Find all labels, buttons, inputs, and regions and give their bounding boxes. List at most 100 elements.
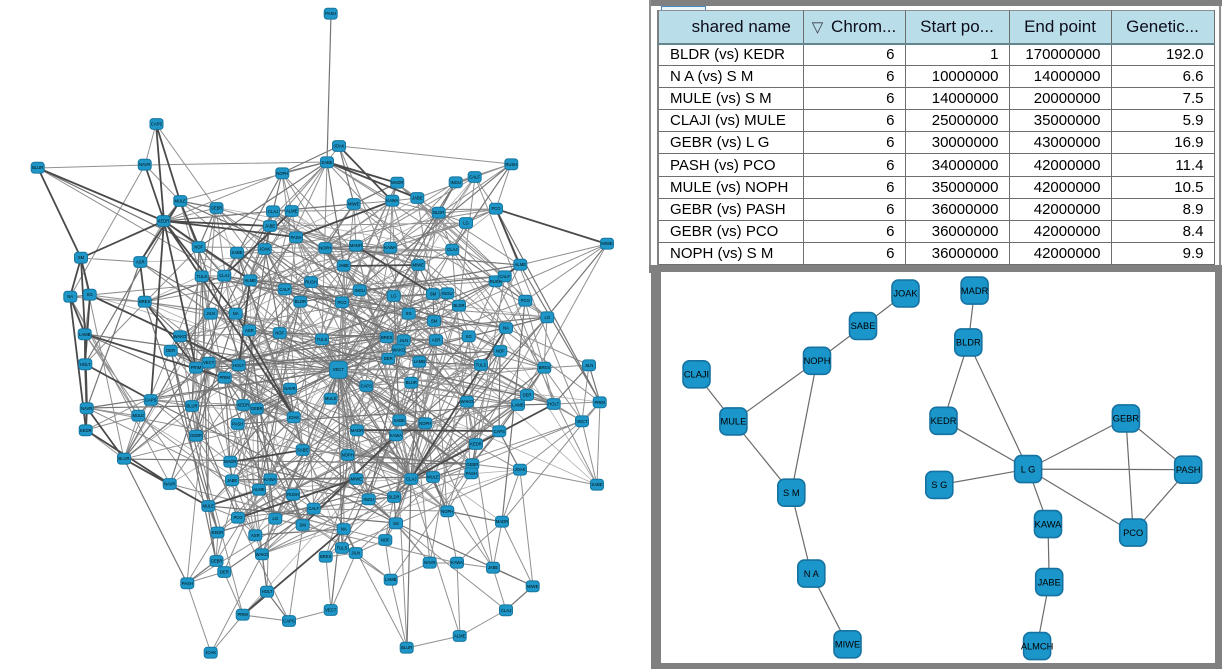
svg-text:VECT: VECT (203, 360, 215, 365)
svg-text:KAWA: KAWA (390, 433, 402, 438)
svg-text:PASH: PASH (232, 422, 243, 427)
svg-text:LAMB: LAMB (79, 332, 91, 337)
svg-text:MIWE: MIWE (527, 584, 539, 589)
svg-text:SM: SM (431, 319, 438, 324)
svg-text:ALME: ALME (245, 278, 257, 283)
svg-text:JABE: JABE (1038, 577, 1061, 587)
svg-text:JOAK: JOAK (893, 289, 918, 299)
svg-text:JABE: JABE (412, 196, 423, 201)
svg-text:SABE: SABE (297, 448, 308, 453)
svg-text:ASR: ASR (136, 260, 145, 265)
svg-text:DER: DER (166, 348, 175, 353)
svg-text:N A: N A (804, 569, 820, 579)
svg-text:MADR: MADR (496, 519, 508, 524)
svg-text:NAVR: NAVR (164, 482, 175, 487)
svg-text:JILN: JILN (351, 551, 360, 556)
svg-text:BRES: BRES (320, 554, 332, 559)
svg-text:TULS: TULS (476, 363, 487, 368)
svg-text:NA: NA (503, 326, 509, 331)
svg-text:KAWA: KAWA (264, 477, 276, 482)
svg-text:GEBR: GEBR (466, 462, 478, 467)
svg-text:SG: SG (466, 334, 472, 339)
svg-text:CAPS: CAPS (145, 398, 157, 403)
svg-text:CALF: CALF (279, 287, 290, 292)
svg-text:PCO: PCO (233, 515, 243, 520)
svg-text:PASH: PASH (182, 581, 193, 586)
svg-text:L G: L G (1021, 464, 1036, 474)
svg-text:LG: LG (463, 221, 469, 226)
svg-text:ALME: ALME (286, 209, 298, 214)
svg-text:CALF: CALF (308, 506, 319, 511)
svg-text:CAPS: CAPS (283, 619, 295, 624)
svg-text:LAMB: LAMB (414, 359, 426, 364)
svg-text:PASH: PASH (1176, 465, 1201, 475)
svg-text:MIWE: MIWE (413, 263, 425, 268)
svg-text:NA: NA (341, 527, 347, 532)
svg-text:CAPS: CAPS (361, 384, 373, 389)
svg-text:CLAJ: CLAJ (268, 209, 278, 214)
svg-text:NOF: NOF (275, 331, 284, 336)
svg-text:LG: LG (391, 294, 397, 299)
svg-text:MULE: MULE (325, 396, 337, 401)
svg-text:RUSH: RUSH (305, 280, 317, 285)
svg-text:DER: DER (523, 393, 532, 398)
svg-text:PASH: PASH (325, 11, 336, 16)
svg-text:PCO: PCO (337, 300, 347, 305)
svg-text:JILN: JILN (585, 363, 594, 368)
svg-text:BRES: BRES (381, 335, 393, 340)
svg-text:MIWE: MIWE (351, 477, 363, 482)
svg-text:JOAK: JOAK (288, 415, 299, 420)
svg-text:CLAJ: CLAJ (501, 608, 511, 613)
svg-text:KEDR: KEDR (237, 403, 249, 408)
svg-text:JOAK: JOAK (515, 467, 526, 472)
svg-text:MULE: MULE (132, 413, 144, 418)
svg-text:SG: SG (406, 311, 412, 316)
svg-text:NOPH: NOPH (319, 246, 331, 251)
svg-text:NAVR: NAVR (284, 386, 295, 391)
svg-text:JOAK: JOAK (334, 144, 345, 149)
svg-text:BRES: BRES (539, 365, 551, 370)
svg-text:BLDR: BLDR (388, 495, 399, 500)
svg-text:BLDR: BLDR (433, 210, 444, 215)
svg-text:ALME: ALME (515, 262, 527, 267)
svg-text:WAKO: WAKO (174, 334, 187, 339)
svg-text:NAVR: NAVR (424, 560, 435, 565)
svg-text:MULE: MULE (202, 504, 214, 509)
svg-text:INGU: INGU (442, 291, 452, 296)
svg-text:HOLT: HOLT (548, 402, 559, 407)
svg-text:KAWA: KAWA (451, 560, 463, 565)
svg-text:SABE: SABE (591, 482, 602, 487)
svg-text:JABE: JABE (338, 263, 349, 268)
svg-text:GEBR: GEBR (1113, 414, 1140, 424)
svg-text:NOPH: NOPH (419, 421, 431, 426)
svg-text:MADR: MADR (961, 286, 989, 296)
svg-text:CAPS: CAPS (494, 429, 506, 434)
svg-text:CALF: CALF (499, 274, 510, 279)
svg-text:BLDR: BLDR (295, 299, 306, 304)
svg-text:TULS: TULS (196, 274, 207, 279)
svg-text:LG: LG (273, 516, 279, 521)
svg-text:MIWE: MIWE (601, 241, 613, 246)
svg-text:KEDR: KEDR (931, 416, 957, 426)
svg-text:PCO: PCO (521, 298, 531, 303)
svg-text:MULE: MULE (427, 475, 439, 480)
svg-text:NOPH: NOPH (276, 171, 288, 176)
svg-text:GEBR: GEBR (211, 559, 223, 564)
svg-text:PRIM: PRIM (237, 612, 248, 617)
svg-text:JOAK: JOAK (259, 247, 270, 252)
svg-text:SG: SG (87, 292, 93, 297)
svg-text:JOAK: JOAK (205, 650, 216, 655)
svg-text:CLAJI: CLAJI (684, 370, 709, 380)
svg-text:SABE: SABE (321, 160, 332, 165)
svg-text:NA: NA (233, 311, 239, 316)
svg-text:RUSH: RUSH (490, 279, 502, 284)
svg-text:JILN: JILN (399, 338, 408, 343)
svg-text:HOLT: HOLT (80, 362, 91, 367)
svg-text:KAWA: KAWA (386, 198, 398, 203)
svg-text:WAKO: WAKO (256, 552, 269, 557)
svg-text:DER: DER (384, 356, 393, 361)
svg-text:INGU: INGU (450, 180, 460, 185)
svg-text:NOF: NOF (381, 538, 390, 543)
svg-text:INGU: INGU (354, 288, 364, 293)
svg-text:MADR: MADR (350, 243, 362, 248)
